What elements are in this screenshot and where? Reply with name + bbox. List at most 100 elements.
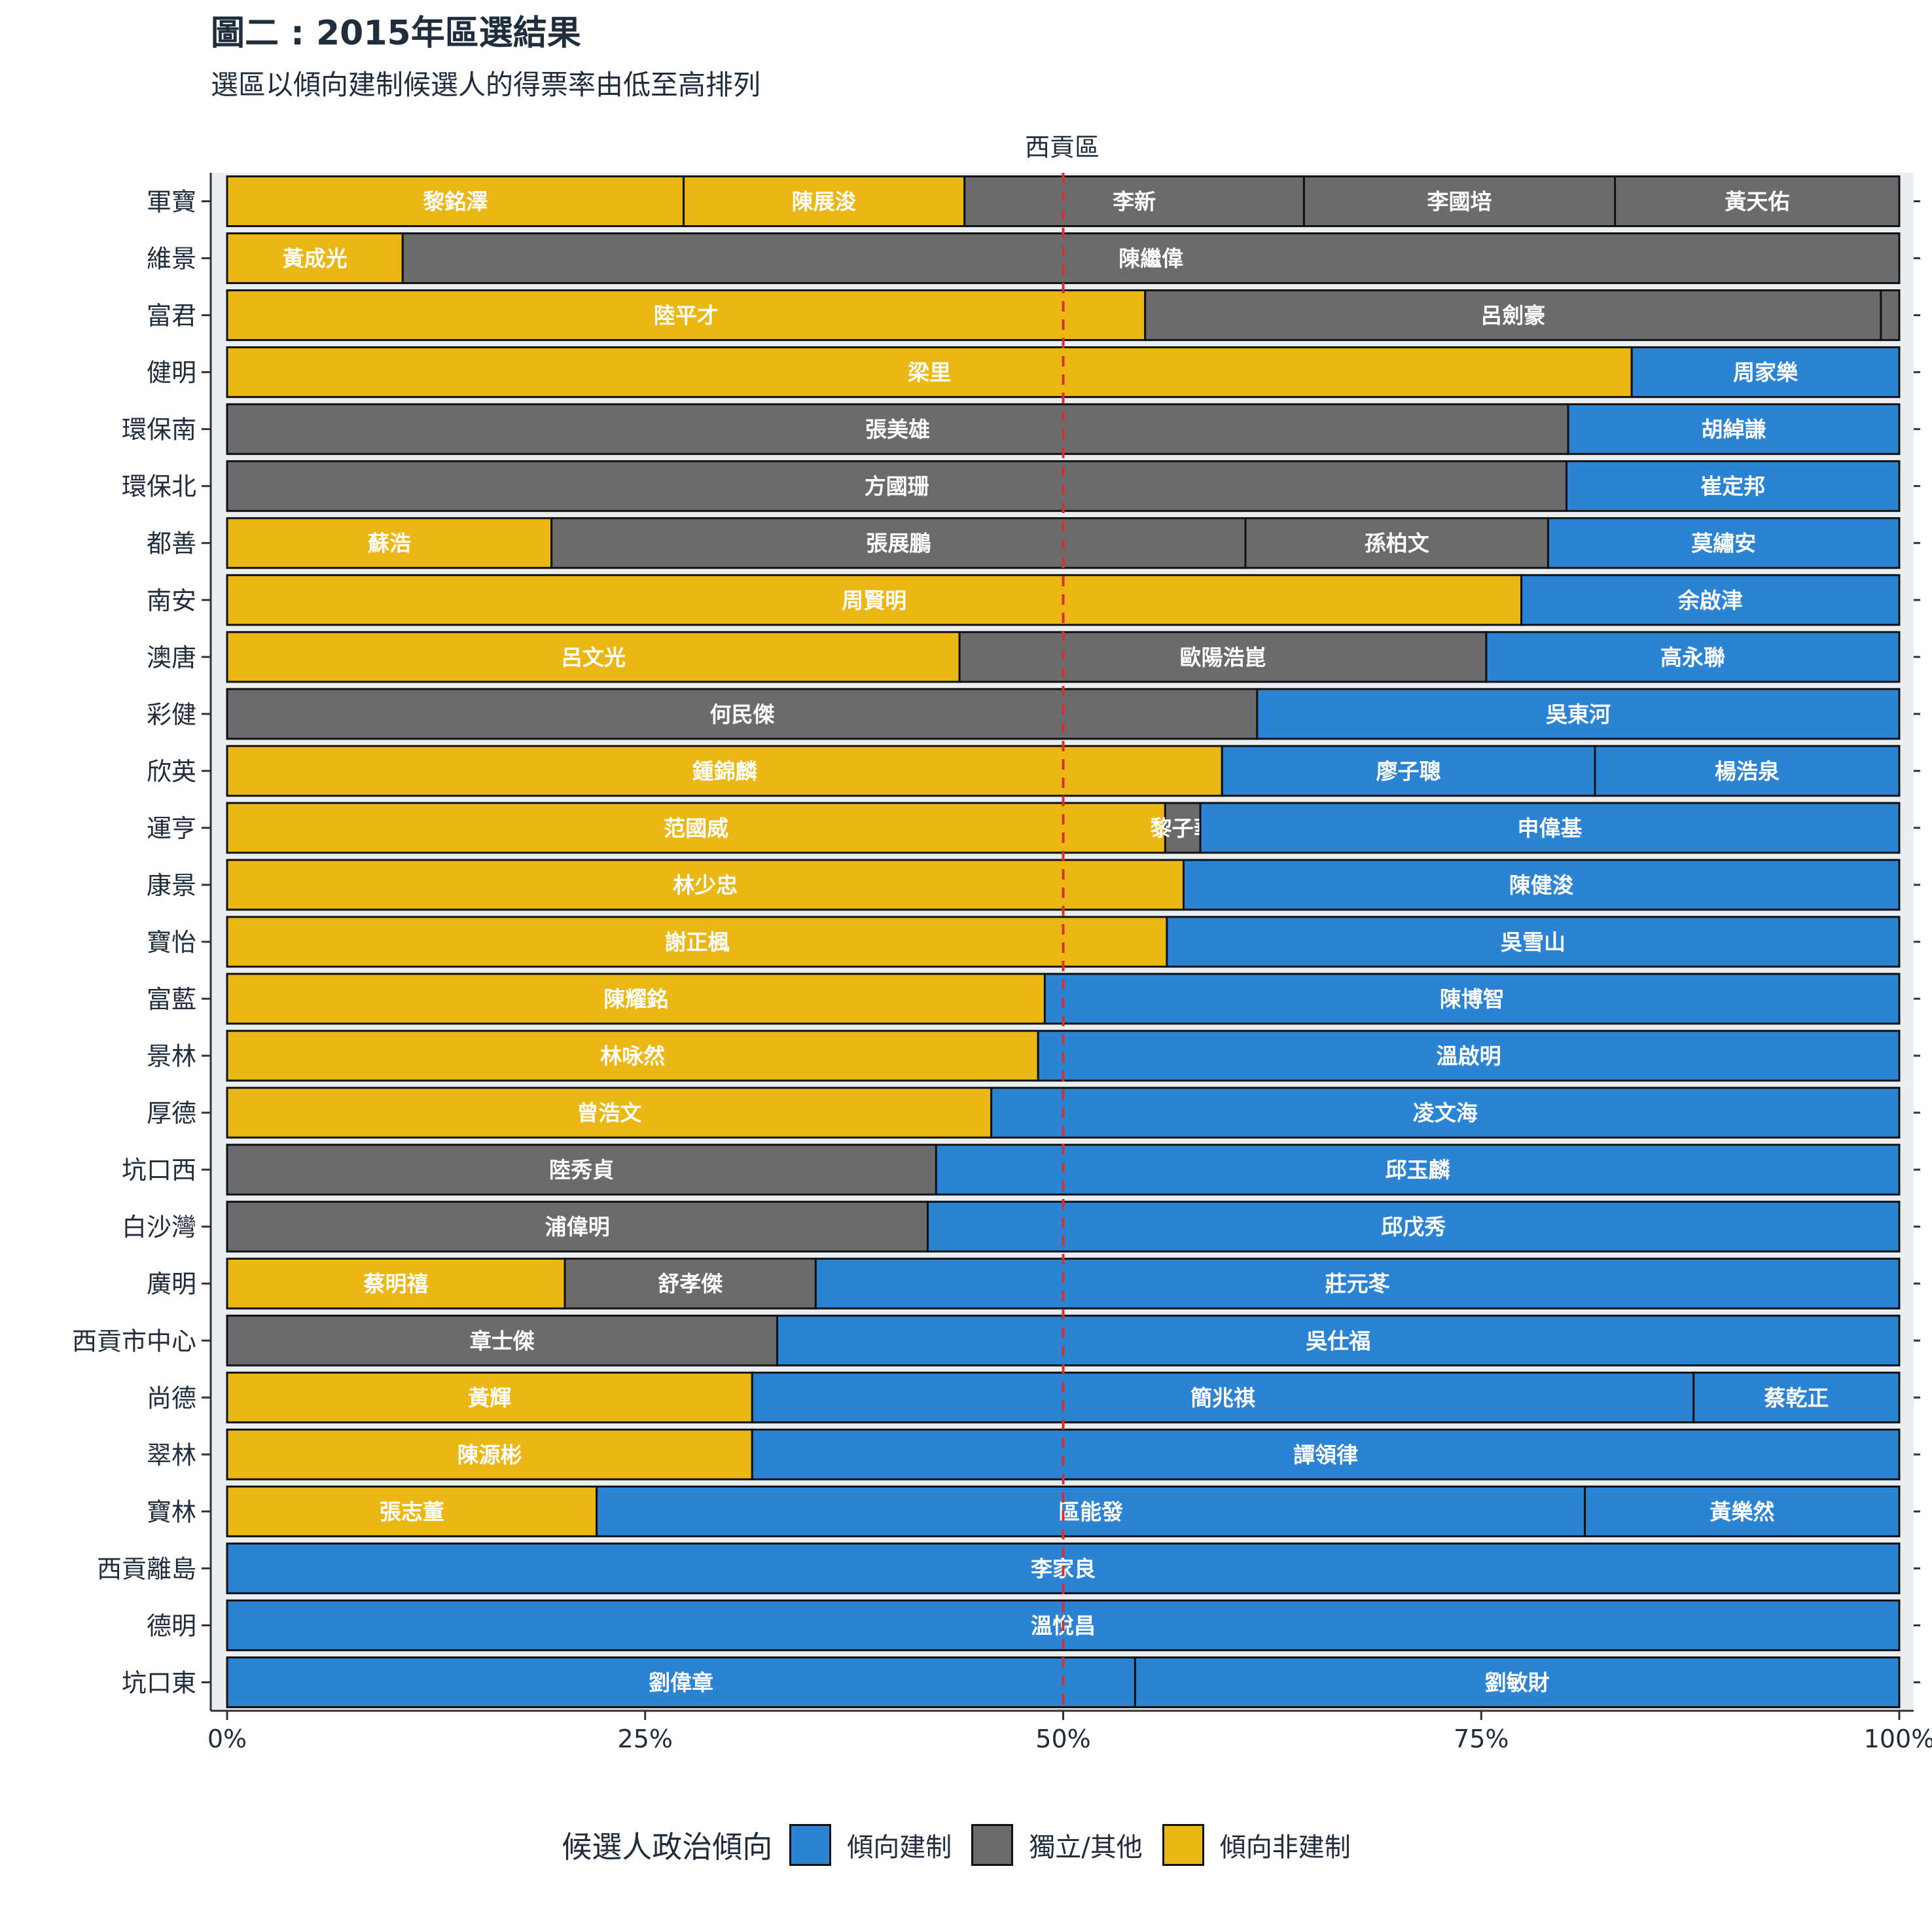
candidate-label: 林咏然 <box>600 1043 665 1069</box>
legend-title: 候選人政治傾向 <box>562 1829 773 1865</box>
legend-label-independent: 獨立/其他 <box>1029 1833 1143 1863</box>
candidate-label: 楊浩泉 <box>1715 759 1780 784</box>
candidate-label: 蔡明禧 <box>364 1271 429 1297</box>
candidate-label: 邱戊秀 <box>1381 1214 1446 1240</box>
candidate-label: 章士傑 <box>470 1328 535 1353</box>
bar-segment <box>1182 859 1901 911</box>
legend-item-non: 傾向非建制 <box>1162 1824 1351 1866</box>
candidate-label: 溫啟明 <box>1437 1043 1501 1069</box>
candidate-label: 吳雪山 <box>1501 929 1565 955</box>
bar-segment <box>226 859 1185 911</box>
candidate-label: 陸平才 <box>654 303 719 329</box>
bar-segment <box>814 1257 1901 1310</box>
x-tick-label: 50% <box>1035 1725 1090 1753</box>
bar-segment <box>226 1656 1136 1708</box>
bar-segment <box>1199 802 1901 854</box>
bar-segment <box>226 1086 993 1139</box>
candidate-label: 何民傑 <box>709 702 774 727</box>
candidate-label: 莫繡安 <box>1691 531 1756 556</box>
chart-title: 圖二 : 2015年區選結果 <box>211 14 581 53</box>
candidate-label: 呂劍豪 <box>1480 303 1545 329</box>
candidate-label: 李國培 <box>1427 189 1492 215</box>
bar-segment <box>1547 517 1901 569</box>
candidate-label: 黃成光 <box>283 246 348 272</box>
district-label: 西貢市中心 <box>72 1327 196 1355</box>
bar-segment <box>1134 1656 1901 1708</box>
bar-segment <box>1584 1485 1901 1537</box>
bar-segment <box>596 1485 1586 1537</box>
candidate-label: 周賢明 <box>842 588 906 613</box>
legend-key-non <box>1162 1824 1204 1866</box>
legend-item-independent: 獨立/其他 <box>971 1824 1143 1866</box>
bar-segment <box>751 1428 1901 1480</box>
bar-segment <box>963 175 1305 228</box>
district-label: 都善 <box>147 529 196 558</box>
chart-subtitle: 選區以傾向建制候選人的得票率由低至高排列 <box>211 69 761 101</box>
bar-segment <box>1630 346 1901 399</box>
candidate-label: 黃樂然 <box>1709 1499 1774 1524</box>
bar-segment <box>226 1257 566 1310</box>
legend-label-pro: 傾向建制 <box>847 1833 952 1863</box>
district-label: 厚德 <box>147 1099 196 1128</box>
candidate-label: 劉偉章 <box>649 1670 713 1695</box>
candidate-label: 高永聯 <box>1660 645 1725 670</box>
candidate-label: 崔定邦 <box>1700 474 1765 499</box>
candidate-label: 余啟津 <box>1677 588 1743 613</box>
candidate-label: 曾浩文 <box>577 1100 641 1126</box>
bar-segment <box>226 1485 598 1537</box>
candidate-label: 陳展浚 <box>792 189 857 215</box>
bar-segment <box>226 688 1259 740</box>
bar-segment <box>226 916 1168 968</box>
candidate-label: 區能發 <box>1058 1499 1123 1524</box>
candidate-label: 申偉基 <box>1518 815 1583 841</box>
candidate-label: 范國威 <box>664 815 728 841</box>
district-label: 廣明 <box>147 1270 196 1298</box>
candidate-label: 黃輝 <box>468 1385 511 1410</box>
bar-segment <box>751 1371 1695 1423</box>
district-label: 軍寶 <box>147 188 196 217</box>
bar-segment <box>1166 916 1901 968</box>
candidate-label: 周家樂 <box>1733 360 1798 385</box>
bar-segment <box>226 460 1568 512</box>
candidate-label: 胡綽謙 <box>1702 417 1766 442</box>
x-tick-label: 100% <box>1864 1725 1932 1753</box>
district-label: 西貢離島 <box>97 1554 196 1583</box>
bar-segment <box>226 745 1223 797</box>
legend-key-pro <box>789 1824 832 1866</box>
district-label: 欣英 <box>147 757 196 786</box>
legend-item-pro: 傾向建制 <box>789 1824 952 1866</box>
candidate-label: 莊元苳 <box>1325 1271 1390 1297</box>
district-label: 富君 <box>147 302 196 331</box>
bar-segment <box>226 517 553 569</box>
bar-segment <box>1256 688 1901 740</box>
candidate-label: 陳耀銘 <box>603 986 668 1012</box>
candidate-label: 鍾錦麟 <box>692 759 757 784</box>
candidate-label: 邱玉麟 <box>1386 1157 1450 1183</box>
candidate-label: 浦偉明 <box>545 1214 610 1240</box>
bar-segment <box>226 802 1166 854</box>
district-label: 康景 <box>147 871 196 900</box>
bar-segment <box>1043 973 1901 1025</box>
district-label: 坑口東 <box>122 1668 196 1697</box>
candidate-label: 吳東河 <box>1546 702 1611 727</box>
bar-segment <box>1692 1371 1901 1423</box>
candidate-label: 陳繼偉 <box>1118 246 1183 272</box>
candidate-label: 劉敏財 <box>1485 1670 1550 1695</box>
candidate-label: 謝正楓 <box>664 929 730 955</box>
bar-segment <box>226 1143 937 1196</box>
district-label: 澳唐 <box>147 643 196 672</box>
candidate-label: 陳健浚 <box>1509 872 1574 898</box>
bar-segment <box>1567 403 1901 456</box>
candidate-label: 凌文海 <box>1413 1100 1478 1126</box>
candidate-label: 黎銘澤 <box>423 189 488 215</box>
candidate-label: 張展鵬 <box>866 531 931 556</box>
candidate-label: 梁里 <box>908 360 951 385</box>
candidate-label: 呂文光 <box>561 645 626 670</box>
bar-segment <box>683 175 966 228</box>
candidate-label: 張美雄 <box>865 417 930 442</box>
candidate-label: 陳源彬 <box>457 1442 522 1467</box>
bar-segment <box>1565 460 1901 512</box>
candidate-label: 張志董 <box>380 1499 444 1524</box>
x-tick-label: 25% <box>618 1725 673 1753</box>
